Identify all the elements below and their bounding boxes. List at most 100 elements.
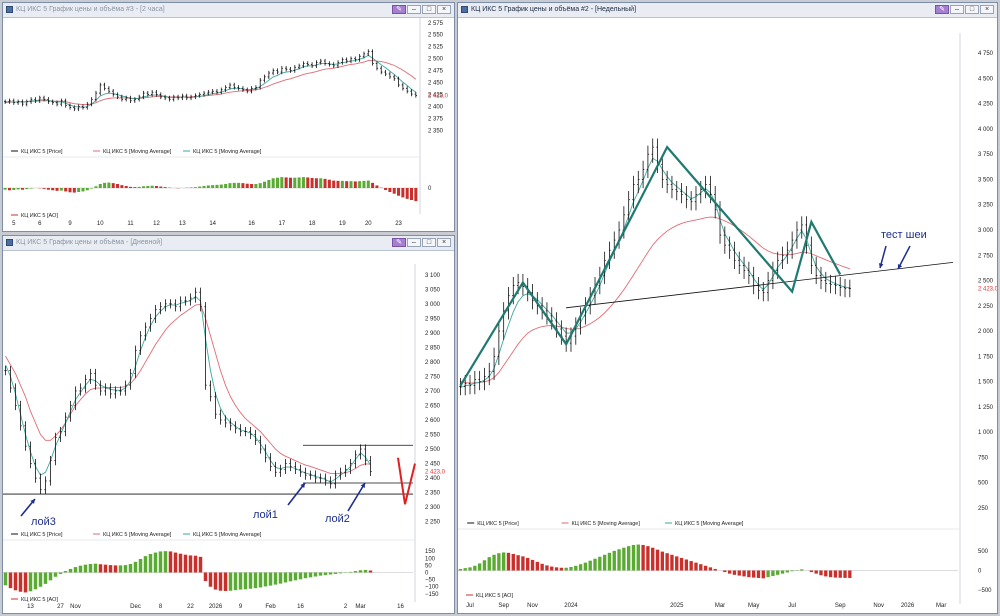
x-tick-label: 18 [309,221,316,227]
x-tick-label: Mar [936,603,946,609]
x-tick-label: 16 [297,604,304,610]
x-tick-label: 20 [365,221,372,227]
ao-tick-label: 0 [425,571,429,577]
y-tick-label: 2 250 [425,520,441,526]
y-tick-label: 4 500 [978,76,994,82]
y-tick-label: 3 050 [425,287,441,293]
neckline [565,261,954,309]
last-price-label: 2 423,0 [428,94,449,100]
ao-legend-label: КЦ ИКС 5 [AO] [21,597,58,603]
legend-label: КЦ ИКС 5 [Price] [477,521,519,527]
y-tick-label: 2 650 [425,403,441,409]
x-tick-label: 27 [57,604,64,610]
annotation-loi3: лой3 [31,516,56,528]
annotation-loi2: лой2 [325,513,350,525]
x-tick-label: Dec [130,604,141,610]
chart-weekly[interactable]: 4 750 4 500 4 250 4 000 3 750 3 500 3 250 3 000… [458,18,997,613]
annotation-arrow-neck-2-head [897,264,903,269]
close-icon[interactable]: × [437,238,451,247]
projection-v [397,457,416,505]
y-tick-label: 2 800 [425,360,441,366]
y-tick-label: 2 600 [425,418,441,424]
annotation-arrow-loi1-head [300,483,305,488]
x-tick-label: 9 [68,221,72,227]
close-icon[interactable]: × [437,5,451,14]
annotation-arrow-loi2-head [360,483,365,488]
chart-window-daily[interactable]: КЦ ИКС 5 График цены и объёма - [Дневной… [2,235,455,614]
x-tick-label: 6 [38,221,42,227]
ao-tick-label: 0 [978,569,982,575]
x-tick-label: 16 [248,221,255,227]
x-tick-label: Nov [527,603,538,609]
titlebar[interactable]: КЦ ИКС 5 График цены и объёма #2 - [Неде… [458,3,997,18]
y-tick-label: 3 000 [978,228,994,234]
ao-tick-label: 0 [428,186,432,192]
y-tick-label: 2 850 [425,345,441,351]
ao-tick-label: −100 [425,585,439,591]
x-tick-label: 2 [344,604,348,610]
ma-teal-line [5,54,417,108]
pin-icon[interactable]: ✎ [392,5,406,14]
window-title: КЦ ИКС 5 График цены и объёма - [Дневной… [16,239,163,246]
ao-tick-label: −50 [425,578,436,584]
y-tick-label: 2 400 [425,476,441,482]
x-tick-label: 2026 [901,603,915,609]
y-tick-label: 2 500 [428,57,444,63]
maximize-icon[interactable]: □ [422,238,436,247]
minimize-icon[interactable]: – [950,5,964,14]
maximize-icon[interactable]: □ [422,5,436,14]
y-tick-label: 2 350 [428,128,444,134]
y-tick-label: 2 450 [428,81,444,87]
ma-red-line [460,216,850,384]
maximize-icon[interactable]: □ [965,5,979,14]
y-tick-label: 3 000 [425,302,441,308]
x-tick-label: 13 [27,604,34,610]
pin-icon[interactable]: ✎ [935,5,949,14]
legend-label: КЦ ИКС 5 [Moving Average] [193,532,262,538]
y-tick-label: 3 750 [978,152,994,158]
x-tick-label: Jul [466,603,474,609]
legend-label: КЦ ИКС 5 [Moving Average] [572,521,641,527]
minimize-icon[interactable]: – [407,238,421,247]
x-tick-label: 12 [153,221,160,227]
legend-label: КЦ ИКС 5 [Moving Average] [675,521,744,527]
y-tick-label: 3 250 [978,203,994,209]
minimize-icon[interactable]: – [407,5,421,14]
x-tick-label: 13 [179,221,186,227]
x-tick-label: 14 [209,221,216,227]
y-tick-label: 2 750 [978,253,994,259]
legend-label: КЦ ИКС 5 [Moving Average] [103,532,172,538]
close-icon[interactable]: × [980,5,994,14]
annotation-arrow-loi1 [287,482,306,506]
x-tick-label: Sep [498,603,509,609]
x-tick-label: Jul [788,603,796,609]
chart-2h[interactable]: 2 575 2 550 2 525 2 500 2 475 2 450 2 425 2 400… [3,18,454,231]
titlebar[interactable]: КЦ ИКС 5 График цены и объёма - [Дневной… [3,236,454,251]
x-tick-label: May [748,603,759,609]
pin-icon[interactable]: ✎ [392,238,406,247]
y-tick-label: 500 [978,481,989,487]
y-tick-label: 1 750 [978,354,994,360]
x-tick-label: 2026 [209,604,223,610]
titlebar[interactable]: КЦ ИКС 5 График цены и объёма #3 - [2 ча… [3,3,454,18]
y-tick-label: 1 250 [978,405,994,411]
y-tick-label: 2 375 [428,116,444,122]
y-tick-label: 2 450 [425,462,441,468]
x-tick-label: 17 [278,221,285,227]
chart-window-weekly[interactable]: КЦ ИКС 5 График цены и объёма #2 - [Неде… [457,2,998,614]
y-tick-label: 4 000 [978,127,994,133]
y-tick-label: 2 700 [425,389,441,395]
y-tick-label: 4 750 [978,51,994,57]
x-tick-label: 9 [239,604,243,610]
y-tick-label: 1 000 [978,430,994,436]
ao-tick-label: 150 [425,549,436,555]
x-tick-label: 11 [127,221,134,227]
x-tick-label: 2025 [670,603,684,609]
y-tick-label: 1 500 [978,380,994,386]
x-tick-label: Nov [70,604,81,610]
annotation-neck-test: тест шеи [881,229,927,241]
y-tick-label: 2 300 [425,505,441,511]
chart-window-2h[interactable]: КЦ ИКС 5 График цены и объёма #3 - [2 ча… [2,2,455,232]
x-tick-label: 22 [187,604,194,610]
